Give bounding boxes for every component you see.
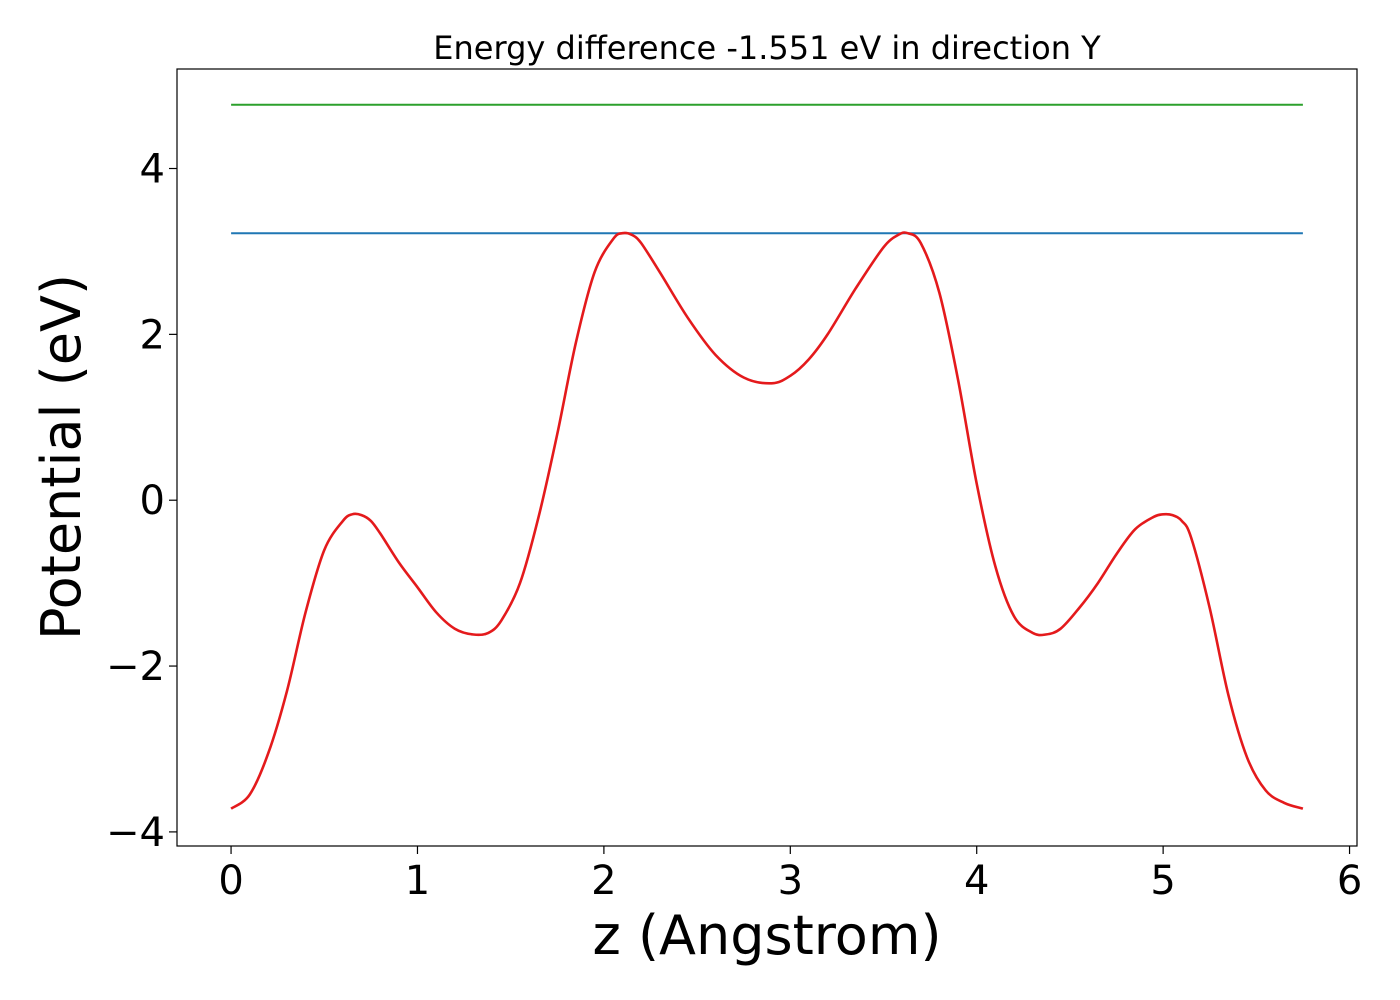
x-tick-label: 5 bbox=[1150, 858, 1175, 904]
x-tick-label: 2 bbox=[591, 858, 616, 904]
x-axis-label: z (Angstrom) bbox=[592, 904, 941, 967]
x-tick-label: 6 bbox=[1337, 858, 1362, 904]
y-tick-label: 0 bbox=[140, 478, 165, 524]
plot-area bbox=[176, 68, 1358, 847]
series-layer bbox=[230, 103, 1304, 810]
x-tick-label: 4 bbox=[964, 858, 989, 904]
y-axis-label: Potential (eV) bbox=[30, 274, 93, 640]
y-tick-label: 2 bbox=[140, 312, 165, 358]
series-line-2 bbox=[230, 231, 1304, 810]
y-axis: −4 −2 0 2 4 bbox=[106, 147, 177, 856]
chart-title: Energy difference -1.551 eV in direction… bbox=[433, 29, 1101, 67]
x-axis: 0 1 2 3 4 5 6 bbox=[218, 846, 1362, 904]
x-tick-label: 3 bbox=[778, 858, 803, 904]
y-tick-label: −2 bbox=[106, 644, 165, 690]
y-tick-label: 4 bbox=[140, 147, 165, 193]
y-tick-label: −4 bbox=[106, 810, 165, 856]
x-tick-label: 1 bbox=[405, 858, 430, 904]
x-tick-label: 0 bbox=[218, 858, 243, 904]
